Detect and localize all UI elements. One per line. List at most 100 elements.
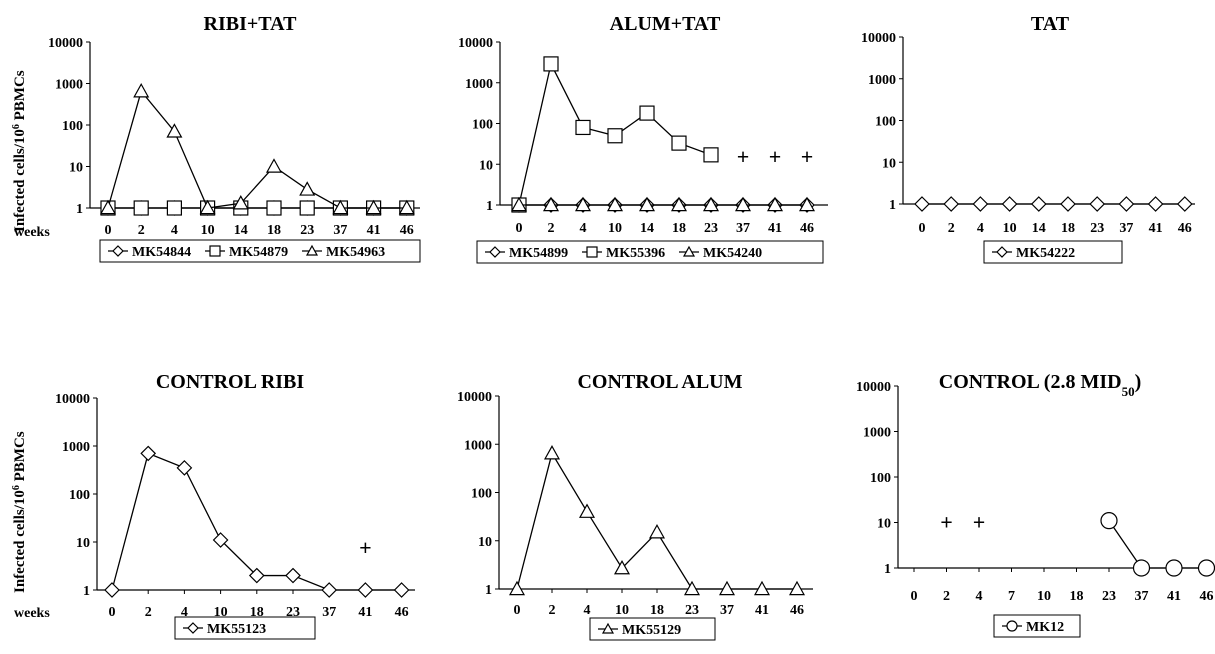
- data-point: [914, 196, 930, 212]
- legend-marker: [682, 245, 696, 257]
- legend-label: MK55129: [622, 623, 681, 638]
- y-tick-label: 1000: [62, 440, 90, 455]
- data-point: [543, 445, 561, 460]
- x-tick-label: 0: [919, 221, 926, 236]
- x-tick-label: 2: [549, 603, 556, 618]
- x-tick-label: 14: [640, 221, 654, 236]
- x-tick-label: 41: [358, 605, 372, 620]
- data-point: [166, 123, 183, 138]
- plus-marker: +: [973, 510, 986, 535]
- legend-box: [99, 239, 421, 263]
- chart-title: CONTROL RIBI: [156, 371, 305, 393]
- y-tick-label: 100: [472, 118, 493, 133]
- x-tick-label: 23: [685, 603, 699, 618]
- chart-panel-1: RIBI+TAT 1 10 100 1000 10000 0 2 4 10 14 18 23 37 41 46…: [48, 13, 421, 263]
- legend-marker: [1006, 620, 1018, 632]
- data-point: [1176, 196, 1193, 212]
- legend-label: MK54844: [132, 245, 191, 260]
- data-point: [1100, 512, 1118, 530]
- y-tick-label: 100: [62, 119, 83, 134]
- x-tick-label: 37: [736, 221, 750, 236]
- y-tick-label: 100: [875, 115, 896, 130]
- x-tick-label: 10: [1003, 221, 1017, 236]
- legend-box: [993, 614, 1081, 638]
- data-point: [140, 445, 157, 462]
- data-point: [176, 460, 193, 476]
- x-tick-label: 46: [800, 221, 814, 236]
- data-point: [753, 580, 771, 596]
- data-point: [542, 196, 560, 212]
- legend-box: [983, 240, 1123, 264]
- chart-title: CONTROL (2.8 MID50): [939, 371, 1141, 399]
- weeks-label-bottom: weeks: [14, 606, 50, 621]
- x-tick-label: 0: [514, 603, 521, 618]
- legend-label: MK12: [1026, 620, 1064, 635]
- y-tick-label: 1000: [465, 77, 493, 92]
- data-point: [321, 582, 338, 598]
- data-point: [99, 199, 117, 215]
- x-tick-label: 2: [145, 605, 152, 620]
- y-tick-label: 100: [69, 488, 90, 503]
- legend-marker: [112, 245, 124, 257]
- legend: MK12: [993, 614, 1081, 638]
- y-tick-label: 1: [889, 198, 896, 213]
- chart-title: CONTROL ALUM: [577, 371, 742, 393]
- x-tick-label: 0: [109, 605, 116, 620]
- legend: MK55123: [174, 616, 316, 640]
- series-MK54963: [99, 83, 415, 215]
- x-tick-label: 2: [548, 221, 555, 236]
- legend-marker: [209, 245, 221, 257]
- x-tick-label: 23: [300, 223, 314, 238]
- data-point: [607, 128, 623, 144]
- data-point: [508, 580, 526, 596]
- data-point: [166, 200, 182, 216]
- y-tick-label: 1000: [868, 73, 896, 88]
- x-tick-label: 7: [1008, 589, 1015, 604]
- data-point: [606, 196, 624, 212]
- data-point: [398, 199, 415, 215]
- data-point: [248, 567, 265, 584]
- data-point: [212, 532, 229, 548]
- x-tick-label: 10: [608, 221, 622, 236]
- x-tick-label: 18: [650, 603, 664, 618]
- x-tick-label: 4: [584, 603, 591, 618]
- data-point: [575, 119, 591, 136]
- data-point: [232, 195, 249, 210]
- x-tick-label: 18: [250, 605, 264, 620]
- legend-box: [174, 616, 316, 640]
- y-tick-label: 1000: [55, 78, 83, 93]
- x-tick-label: 18: [1070, 589, 1084, 604]
- x-tick-label: 10: [1037, 589, 1051, 604]
- x-tick-label: 2: [138, 223, 145, 238]
- x-tick-label: 23: [1102, 589, 1116, 604]
- series-line: [107, 89, 407, 209]
- x-tick-label: 4: [181, 605, 188, 620]
- data-point: [299, 200, 315, 216]
- series-line: [516, 451, 797, 590]
- x-tick-label: 41: [367, 223, 381, 238]
- x-tick-label: 46: [400, 223, 414, 238]
- data-point: [104, 582, 120, 598]
- chart-panel-2: ALUM+TAT 1 10 100 1000 10000 0 2 4 10 14 18 23 37 41 46…: [458, 13, 828, 264]
- x-tick-label: 4: [977, 221, 984, 236]
- data-point: [1030, 196, 1047, 212]
- y-tick-label: 10000: [457, 390, 492, 405]
- data-point: [199, 199, 216, 215]
- y-tick-label: 1: [76, 202, 83, 217]
- legend-label: MK54879: [229, 245, 288, 260]
- x-tick-label: 2: [948, 221, 955, 236]
- data-point: [574, 196, 592, 212]
- y-tick-label: 1000: [863, 426, 891, 441]
- x-tick-label: 18: [672, 221, 686, 236]
- legend-label: MK54899: [509, 246, 568, 261]
- x-tick-label: 4: [580, 221, 587, 236]
- data-point: [718, 580, 736, 596]
- data-point: [1089, 196, 1106, 212]
- y-tick-label: 10: [877, 517, 891, 532]
- chart-panel-5: CONTROL ALUM 1 10 100 1000 10000 0 2 4 10 18 23 37 41…: [457, 371, 813, 641]
- data-point: [393, 582, 410, 598]
- x-tick-label: 41: [1167, 589, 1181, 604]
- legend-marker: [187, 622, 199, 634]
- data-point: [1132, 559, 1151, 577]
- legend-marker: [586, 246, 598, 258]
